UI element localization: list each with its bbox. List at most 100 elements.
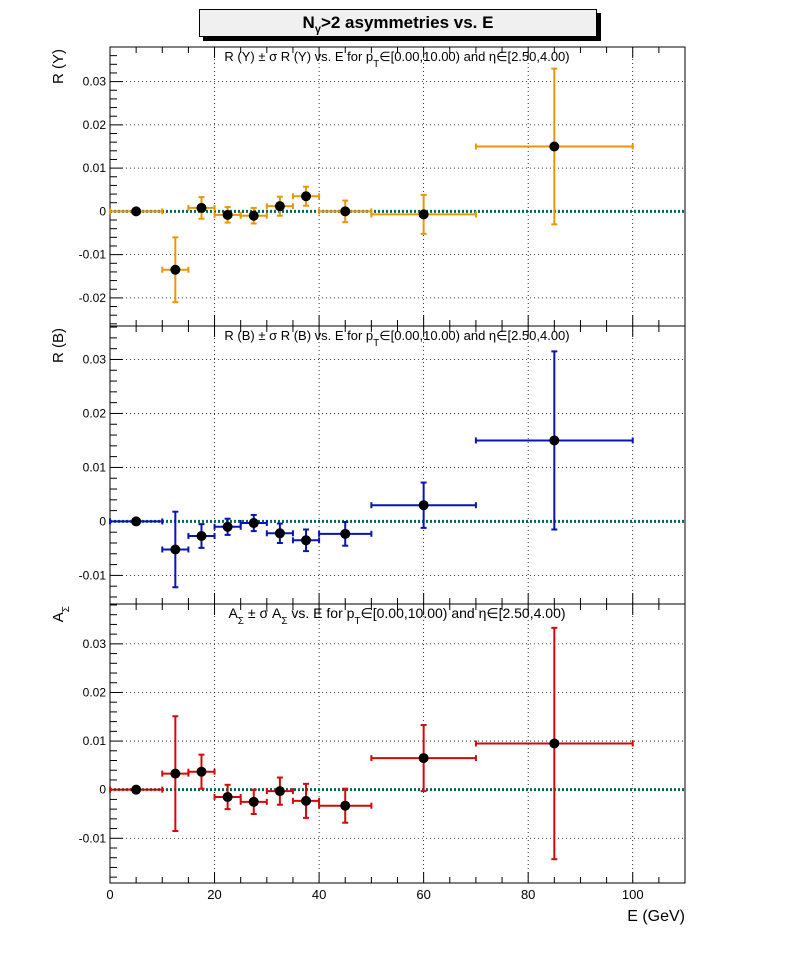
data-marker <box>131 206 142 217</box>
data-marker <box>131 784 142 795</box>
y-tick-label: 0.01 <box>83 460 107 474</box>
data-point <box>161 510 190 589</box>
data-point <box>187 753 216 790</box>
y-axis-label-text: A <box>50 612 67 622</box>
title-subscript: Σ <box>281 616 287 627</box>
data-point <box>239 206 268 225</box>
data-point <box>213 783 242 811</box>
panel-title: R (Y) ± σ R (Y) vs. E for pT∈[0.00,10.00… <box>224 49 569 70</box>
y-tick-label: 0.02 <box>83 685 107 699</box>
data-marker <box>418 753 429 764</box>
data-marker <box>549 738 560 749</box>
panel-1: -0.02 -0.01 0 0.01 0.02 0.03 R (Y) ± σ R (Y) v… <box>50 46 686 327</box>
x-tick-label: 60 <box>416 887 430 902</box>
data-point <box>370 481 477 529</box>
data-point <box>213 206 242 224</box>
title-text: R (B) ± σ R (B) vs. E for p <box>224 328 373 343</box>
y-axis-label: R (Y) <box>50 49 67 84</box>
data-point <box>291 782 321 819</box>
y-tick-label: 0.02 <box>83 118 107 132</box>
y-tick-label: -0.02 <box>79 291 107 305</box>
data-point <box>109 206 164 217</box>
y-axis-label-text: R (B) <box>50 328 67 363</box>
data-point <box>109 784 164 795</box>
y-axis-label-subscript: Σ <box>61 606 72 612</box>
plot-frame <box>109 46 686 327</box>
data-marker <box>248 210 259 221</box>
data-point <box>239 788 268 815</box>
title-subscript: T <box>373 338 379 349</box>
data-marker <box>274 201 285 212</box>
data-marker <box>418 209 429 220</box>
data-marker <box>131 516 142 527</box>
data-marker <box>196 202 207 213</box>
data-point <box>265 776 294 806</box>
y-tick-label: 0.01 <box>83 161 107 175</box>
title-subscript: Σ <box>238 616 244 627</box>
title-text: ± σ A <box>244 605 282 621</box>
data-point <box>318 520 373 547</box>
data-marker <box>222 791 233 802</box>
data-point <box>474 67 634 226</box>
x-axis-label: E (GeV) <box>627 908 685 925</box>
y-tick-label: -0.01 <box>79 831 107 845</box>
data-marker <box>170 264 181 275</box>
data-marker <box>340 206 351 217</box>
data-marker <box>340 800 351 811</box>
title-text: A <box>228 605 238 621</box>
title-text: R (Y) ± σ R (Y) vs. E for p <box>224 49 373 64</box>
x-tick-label: 100 <box>622 887 644 902</box>
x-tick-label: 20 <box>207 887 221 902</box>
data-point <box>161 715 190 832</box>
y-axis-label: AΣ <box>50 606 72 622</box>
figure-title: Nγ>2 asymmetries vs. E <box>199 9 597 37</box>
data-point <box>109 516 164 527</box>
title-text: ∈[0.00,10.00) and η∈[2.50,4.00) <box>361 605 566 621</box>
data-point <box>291 528 321 553</box>
panel-title: R (B) ± σ R (B) vs. E for pT∈[0.00,10.00… <box>224 328 569 349</box>
data-marker <box>248 796 259 807</box>
title-text: ∈[0.00,10.00) and η∈[2.50,4.00) <box>379 328 569 343</box>
data-marker <box>170 768 181 779</box>
data-point <box>474 626 634 861</box>
y-tick-label: 0 <box>99 783 106 797</box>
y-tick-label: 0.02 <box>83 406 107 420</box>
data-marker <box>340 528 351 539</box>
data-marker <box>301 191 312 202</box>
y-tick-label: 0.01 <box>83 734 107 748</box>
y-axis-label: R (B) <box>50 328 67 363</box>
data-point <box>370 724 477 793</box>
y-tick-label: 0.03 <box>83 352 107 366</box>
panel-2: -0.01 0 0.01 0.02 0.03 R (B) ± σ R (B) vs. E … <box>50 325 686 605</box>
data-point <box>239 513 268 533</box>
data-marker <box>274 528 285 539</box>
panel-title: AΣ ± σ AΣ vs. E for pT∈[0.00,10.00) and … <box>228 605 565 627</box>
data-marker <box>549 435 560 446</box>
y-tick-label: -0.01 <box>79 248 107 262</box>
y-tick-label: -0.01 <box>79 568 107 582</box>
data-point <box>265 195 294 217</box>
data-marker <box>301 795 312 806</box>
plot-frame <box>109 325 686 605</box>
x-tick-label: 40 <box>312 887 326 902</box>
data-point <box>318 787 373 824</box>
data-marker <box>418 500 429 511</box>
y-axis-label-text: R (Y) <box>50 49 67 84</box>
title-subscript: T <box>373 59 379 70</box>
y-tick-label: 0 <box>99 514 106 528</box>
data-marker <box>248 518 259 529</box>
data-point <box>291 185 321 207</box>
title-text: ∈[0.00,10.00) and η∈[2.50,4.00) <box>379 49 569 64</box>
data-marker <box>301 535 312 546</box>
title-subscript: T <box>354 616 360 627</box>
title-text: vs. E for p <box>288 605 355 621</box>
y-tick-label: 0.03 <box>83 637 107 651</box>
data-point <box>318 199 373 224</box>
data-point <box>187 523 216 549</box>
data-marker <box>196 530 207 541</box>
data-marker <box>222 209 233 220</box>
data-point <box>213 517 242 536</box>
data-marker <box>196 766 207 777</box>
